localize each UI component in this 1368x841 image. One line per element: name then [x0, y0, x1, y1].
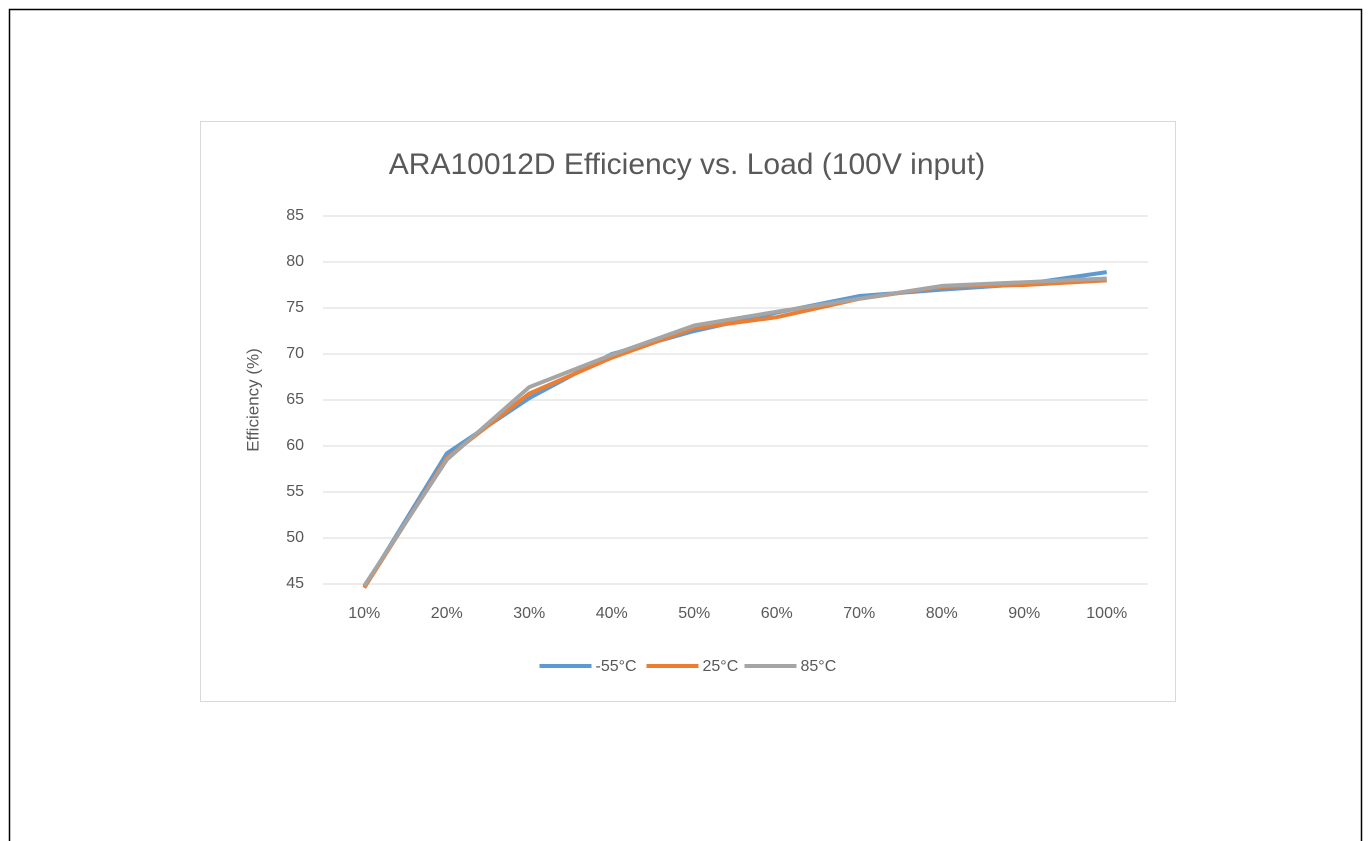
series-line	[362, 276, 1107, 587]
x-tick-label: 50%	[678, 605, 710, 622]
x-tick-label: 60%	[761, 605, 793, 622]
chart-title: ARA10012D Efficiency vs. Load (100V inpu…	[389, 148, 985, 181]
chart-area	[200, 121, 1176, 702]
x-tick-label: 100%	[1086, 605, 1127, 622]
y-axis-label: Efficiency (%)	[243, 348, 262, 452]
y-tick-label: 45	[286, 575, 304, 592]
x-tick-label: 20%	[431, 605, 463, 622]
y-tick-label: 70	[286, 345, 304, 362]
x-tick-label: 70%	[843, 605, 875, 622]
y-tick-label: 60	[286, 437, 304, 454]
x-tick-label: 90%	[1008, 605, 1040, 622]
legend-label: -55°C	[596, 658, 637, 675]
legend-label: 85°C	[801, 658, 837, 675]
y-tick-label: 65	[286, 391, 304, 408]
y-tick-label: 55	[286, 483, 304, 500]
y-tick-label: 80	[286, 253, 304, 270]
x-tick-label: 80%	[926, 605, 958, 622]
page-border	[8, 8, 1363, 841]
x-tick-label: 40%	[596, 605, 628, 622]
y-tick-label: 85	[286, 207, 304, 224]
x-tick-label: 30%	[513, 605, 545, 622]
legend-label: 25°C	[703, 658, 739, 675]
y-tick-label: 50	[286, 529, 304, 546]
x-tick-label: 10%	[348, 605, 380, 622]
y-tick-label: 75	[286, 299, 304, 316]
